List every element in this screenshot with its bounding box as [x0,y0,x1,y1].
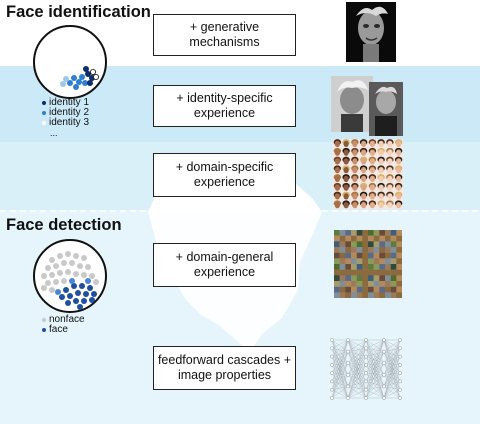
face-identification-title: Face identification [6,3,151,21]
legend-dot [42,101,46,105]
natural-images-collage-image [334,230,402,298]
stage-domain-specific: + domain-specific experience [153,153,296,197]
stage-domain-general: + domain-general experience [153,243,296,287]
legend-label: identity 2 [49,107,90,118]
legend-more: ... [50,128,58,138]
legend-identity-2: identity 2 [42,108,89,118]
legend-face: face [42,325,85,335]
legend-dot [42,111,46,115]
legend-nonface: nonface [42,315,85,325]
legend-label: face [49,324,68,335]
face-sculpture-image [346,2,396,62]
stage-generative-mechanisms: + generative mechanisms [153,14,296,56]
legend-label: nonface [49,314,85,325]
face-detection-title: Face detection [6,216,122,234]
identity-legend: identity 1 identity 2 identity 3 ... [42,98,89,138]
legend-label: identity 3 [49,117,90,128]
legend-dot [42,121,46,125]
stage-identity-specific: + identity-specific experience [153,85,296,127]
legend-dot [42,328,46,332]
einstein-photos-image [331,76,403,136]
identity-cluster-icon [33,25,107,99]
legend-label: identity 1 [49,97,90,108]
face-grid-image [333,139,403,209]
neural-network-icon [330,338,402,400]
detection-cluster-icon [33,239,107,313]
detection-legend: nonface face [42,315,85,335]
stage-feedforward-cascades: feedforward cascades + image properties [153,346,296,390]
legend-dot [42,318,46,322]
legend-identity-3: identity 3 [42,118,89,128]
legend-identity-1: identity 1 [42,98,89,108]
